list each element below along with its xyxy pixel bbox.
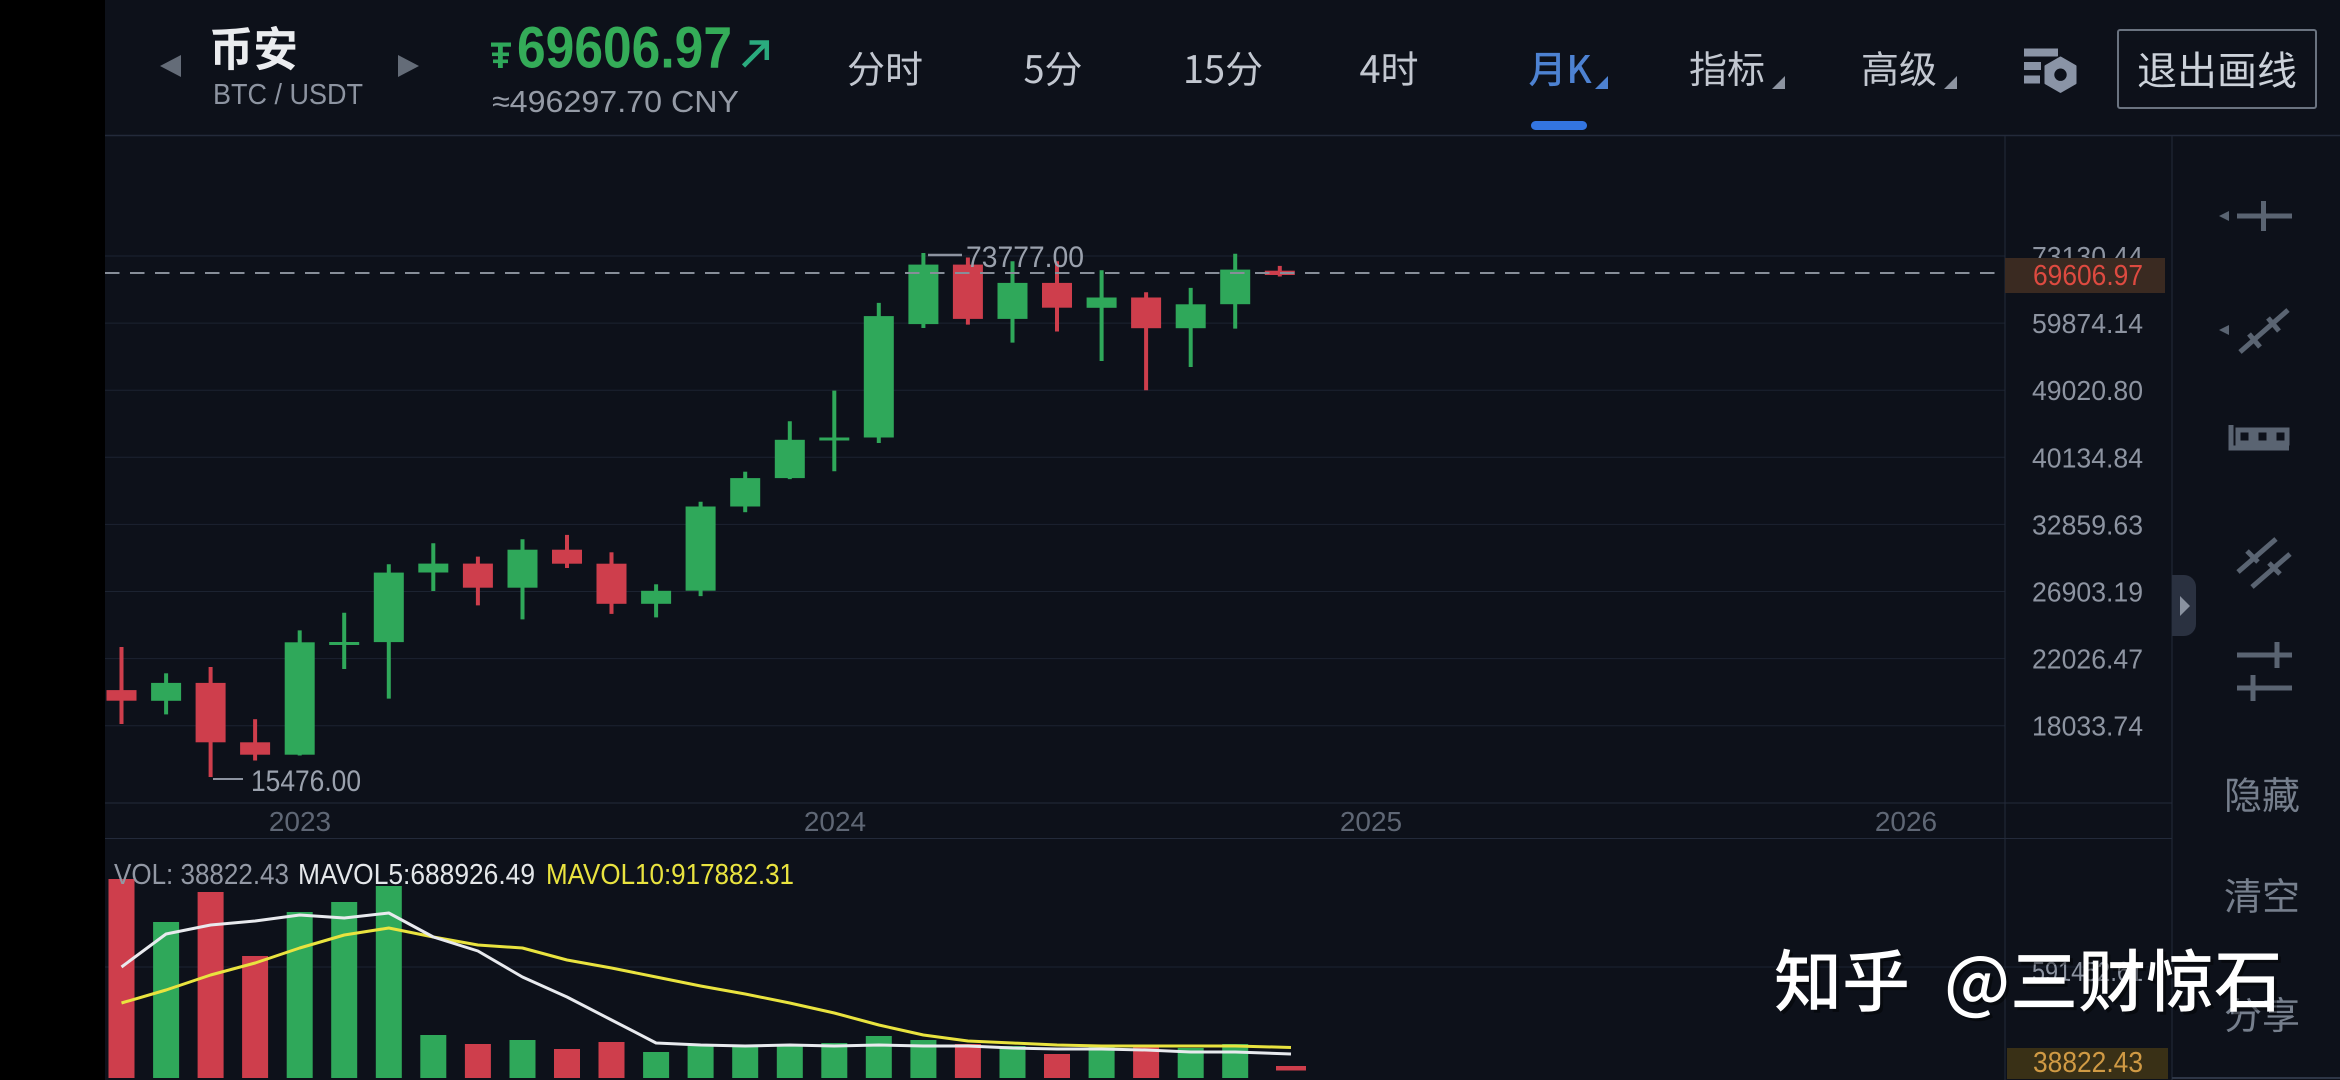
svg-text:2024: 2024	[804, 806, 866, 837]
svg-text:2023: 2023	[269, 806, 331, 837]
svg-text:40134.84: 40134.84	[2032, 442, 2143, 473]
svg-text:15476.00: 15476.00	[251, 765, 361, 798]
svg-text:≈496297.70 CNY: ≈496297.70 CNY	[492, 84, 739, 119]
svg-text:22026.47: 22026.47	[2032, 644, 2143, 675]
svg-text:32859.63: 32859.63	[2032, 509, 2143, 540]
svg-text:73777.00: 73777.00	[966, 241, 1084, 274]
svg-text:MAVOL5:688926.49: MAVOL5:688926.49	[298, 859, 535, 891]
svg-text:2026: 2026	[1875, 806, 1937, 837]
svg-text:38822.43: 38822.43	[2033, 1047, 2143, 1079]
svg-text:26903.19: 26903.19	[2032, 577, 2143, 608]
svg-text:69606.97: 69606.97	[517, 15, 732, 80]
svg-text:VOL: 38822.43: VOL: 38822.43	[114, 859, 289, 891]
svg-text:BTC / USDT: BTC / USDT	[213, 79, 363, 111]
svg-text:18033.74: 18033.74	[2032, 711, 2143, 742]
svg-text:2025: 2025	[1340, 806, 1402, 837]
svg-text:59874.14: 59874.14	[2032, 308, 2143, 339]
svg-text:MAVOL10:917882.31: MAVOL10:917882.31	[546, 859, 794, 891]
svg-text:49020.80: 49020.80	[2032, 375, 2143, 406]
svg-text:69606.97: 69606.97	[2033, 260, 2143, 292]
